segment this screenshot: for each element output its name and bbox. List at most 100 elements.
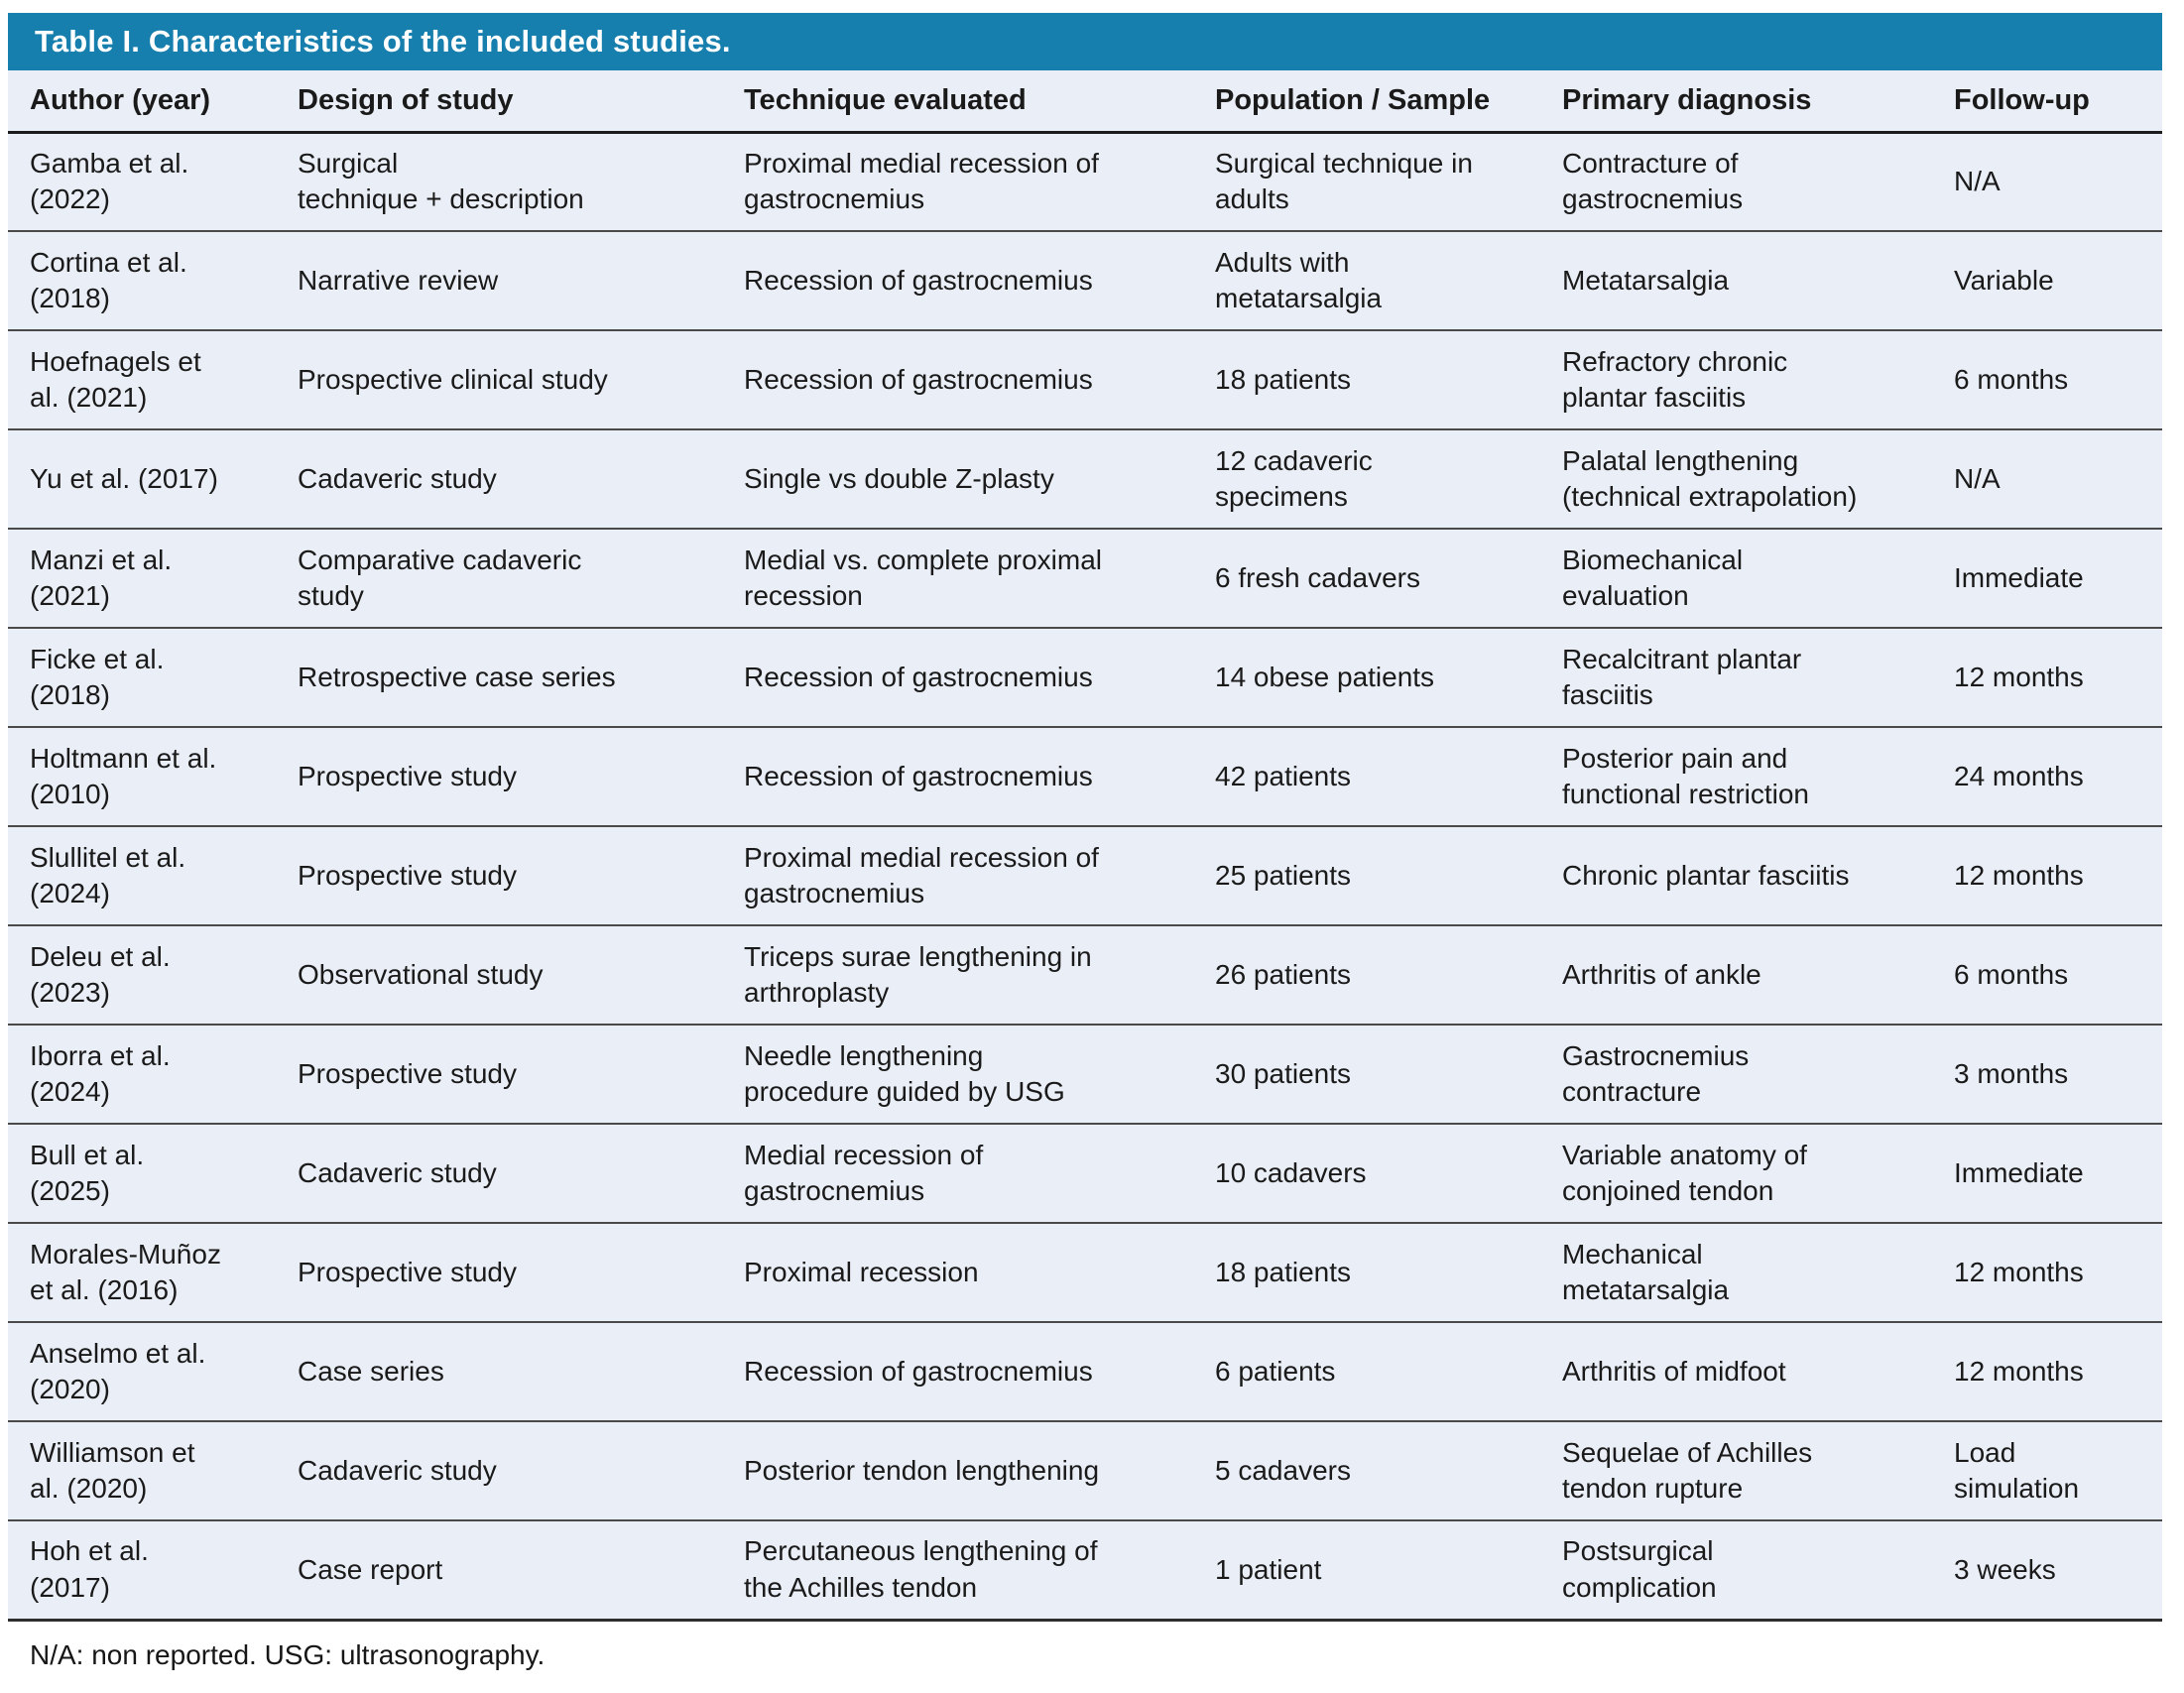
table-row: Williamson et al. (2020) Cadaveric study P… bbox=[8, 1421, 2162, 1521]
table-header-row: Author (year) Design of study Technique … bbox=[8, 70, 2162, 134]
cell-followup: 3 weeks bbox=[1932, 1520, 2162, 1622]
cell-technique: Single vs double Z-plasty bbox=[722, 429, 1193, 530]
cell-population: 1 patient bbox=[1193, 1520, 1540, 1622]
cell-technique: Needle lengthening procedure guided by U… bbox=[722, 1025, 1193, 1125]
cell-design: Retrospective case series bbox=[276, 628, 722, 728]
cell-author: Deleu et al. (2023) bbox=[8, 925, 276, 1026]
cell-diagnosis: Biomechanical evaluation bbox=[1540, 529, 1932, 629]
cell-followup: 6 months bbox=[1932, 330, 2162, 430]
cell-author: Hoh et al. (2017) bbox=[8, 1520, 276, 1622]
cell-population: 5 cadavers bbox=[1193, 1421, 1540, 1521]
cell-followup: 12 months bbox=[1932, 628, 2162, 728]
cell-author: Anselmo et al. (2020) bbox=[8, 1322, 276, 1422]
table-row: Cortina et al. (2018) Narrative review Rec… bbox=[8, 231, 2162, 331]
cell-author: Morales-Muñoz et al. (2016) bbox=[8, 1223, 276, 1323]
column-header-technique: Technique evaluated bbox=[722, 70, 1193, 134]
cell-author: Bull et al. (2025) bbox=[8, 1124, 276, 1224]
cell-design: Comparative cadaveric study bbox=[276, 529, 722, 629]
cell-diagnosis: Arthritis of midfoot bbox=[1540, 1322, 1932, 1422]
cell-design: Case series bbox=[276, 1322, 722, 1422]
cell-technique: Recession of gastrocnemius bbox=[722, 1322, 1193, 1422]
cell-technique: Proximal medial recession of gastrocnemi… bbox=[722, 826, 1193, 926]
cell-author: Iborra et al. (2024) bbox=[8, 1025, 276, 1125]
cell-diagnosis: Refractory chronic plantar fasciitis bbox=[1540, 330, 1932, 430]
table-figure: Table I. Characteristics of the included… bbox=[8, 13, 2162, 1671]
table-row: Iborra et al. (2024) Prospective study Nee… bbox=[8, 1025, 2162, 1125]
cell-diagnosis: Sequelae of Achilles tendon rupture bbox=[1540, 1421, 1932, 1521]
table-row: Holtmann et al. (2010) Prospective study R… bbox=[8, 727, 2162, 827]
table-row: Gamba et al. (2022) Surgical technique + … bbox=[8, 132, 2162, 232]
cell-followup: Variable bbox=[1932, 231, 2162, 331]
cell-author: Manzi et al. (2021) bbox=[8, 529, 276, 629]
cell-technique: Medial vs. complete proximal recession bbox=[722, 529, 1193, 629]
cell-diagnosis: Mechanical metatarsalgia bbox=[1540, 1223, 1932, 1323]
cell-population: Surgical technique in adults bbox=[1193, 132, 1540, 232]
cell-followup: Immediate bbox=[1932, 1124, 2162, 1224]
cell-population: 6 fresh cadavers bbox=[1193, 529, 1540, 629]
column-header-diagnosis: Primary diagnosis bbox=[1540, 70, 1932, 134]
cell-followup: Immediate bbox=[1932, 529, 2162, 629]
cell-technique: Recession of gastrocnemius bbox=[722, 727, 1193, 827]
cell-diagnosis: Postsurgical complication bbox=[1540, 1520, 1932, 1622]
cell-followup: N/A bbox=[1932, 429, 2162, 530]
cell-population: 42 patients bbox=[1193, 727, 1540, 827]
table-row: Slullitel et al. (2024) Prospective study… bbox=[8, 826, 2162, 926]
cell-design: Observational study bbox=[276, 925, 722, 1026]
table-footnote: N/A: non reported. USG: ultrasonography. bbox=[30, 1638, 546, 1670]
table-title: Table I. Characteristics of the included… bbox=[35, 24, 731, 59]
column-header-author: Author (year) bbox=[8, 70, 276, 134]
cell-design: Prospective study bbox=[276, 1025, 722, 1125]
column-header-design: Design of study bbox=[276, 70, 722, 134]
cell-diagnosis: Contracture of gastrocnemius bbox=[1540, 132, 1932, 232]
cell-population: Adults with metatarsalgia bbox=[1193, 231, 1540, 331]
table-row: Hoefnagels et al. (2021) Prospective clin… bbox=[8, 330, 2162, 430]
cell-population: 14 obese patients bbox=[1193, 628, 1540, 728]
cell-followup: 3 months bbox=[1932, 1025, 2162, 1125]
cell-population: 18 patients bbox=[1193, 330, 1540, 430]
column-header-population: Population / Sample bbox=[1193, 70, 1540, 134]
table-body: Gamba et al. (2022) Surgical technique + … bbox=[8, 132, 2162, 1622]
cell-technique: Medial recession of gastrocnemius bbox=[722, 1124, 1193, 1224]
cell-diagnosis: Palatal lengthening (technical extrapola… bbox=[1540, 429, 1932, 530]
cell-author: Yu et al. (2017) bbox=[8, 429, 276, 530]
table-row: Hoh et al. (2017) Case report Percutaneous… bbox=[8, 1520, 2162, 1622]
cell-diagnosis: Posterior pain and functional restrictio… bbox=[1540, 727, 1932, 827]
table-row: Deleu et al. (2023) Observational study Tr… bbox=[8, 925, 2162, 1026]
cell-design: Prospective study bbox=[276, 1223, 722, 1323]
cell-population: 30 patients bbox=[1193, 1025, 1540, 1125]
table-row: Anselmo et al. (2020) Case series Recessio… bbox=[8, 1322, 2162, 1422]
table-title-bar: Table I. Characteristics of the included… bbox=[8, 13, 2162, 70]
cell-population: 12 cadaveric specimens bbox=[1193, 429, 1540, 530]
cell-author: Gamba et al. (2022) bbox=[8, 132, 276, 232]
cell-followup: 12 months bbox=[1932, 1322, 2162, 1422]
table-row: Morales-Muñoz et al. (2016) Prospective s… bbox=[8, 1223, 2162, 1323]
cell-followup: Load simulation bbox=[1932, 1421, 2162, 1521]
cell-population: 6 patients bbox=[1193, 1322, 1540, 1422]
cell-design: Cadaveric study bbox=[276, 429, 722, 530]
cell-population: 26 patients bbox=[1193, 925, 1540, 1026]
table-row: Ficke et al. (2018) Retrospective case se… bbox=[8, 628, 2162, 728]
cell-technique: Proximal medial recession of gastrocnemi… bbox=[722, 132, 1193, 232]
cell-design: Case report bbox=[276, 1520, 722, 1622]
column-header-followup: Follow-up bbox=[1932, 70, 2162, 134]
cell-technique: Recession of gastrocnemius bbox=[722, 231, 1193, 331]
cell-diagnosis: Recalcitrant plantar fasciitis bbox=[1540, 628, 1932, 728]
cell-diagnosis: Arthritis of ankle bbox=[1540, 925, 1932, 1026]
cell-author: Holtmann et al. (2010) bbox=[8, 727, 276, 827]
cell-design: Surgical technique + description bbox=[276, 132, 722, 232]
cell-technique: Proximal recession bbox=[722, 1223, 1193, 1323]
studies-table: Author (year) Design of study Technique … bbox=[8, 70, 2162, 1622]
cell-diagnosis: Metatarsalgia bbox=[1540, 231, 1932, 331]
cell-author: Hoefnagels et al. (2021) bbox=[8, 330, 276, 430]
cell-design: Cadaveric study bbox=[276, 1421, 722, 1521]
cell-technique: Posterior tendon lengthening bbox=[722, 1421, 1193, 1521]
cell-technique: Recession of gastrocnemius bbox=[722, 628, 1193, 728]
cell-diagnosis: Gastrocnemius contracture bbox=[1540, 1025, 1932, 1125]
cell-author: Cortina et al. (2018) bbox=[8, 231, 276, 331]
cell-diagnosis: Chronic plantar fasciitis bbox=[1540, 826, 1932, 926]
cell-technique: Percutaneous lengthening of the Achilles… bbox=[722, 1520, 1193, 1622]
cell-design: Narrative review bbox=[276, 231, 722, 331]
cell-followup: 12 months bbox=[1932, 1223, 2162, 1323]
cell-population: 18 patients bbox=[1193, 1223, 1540, 1323]
